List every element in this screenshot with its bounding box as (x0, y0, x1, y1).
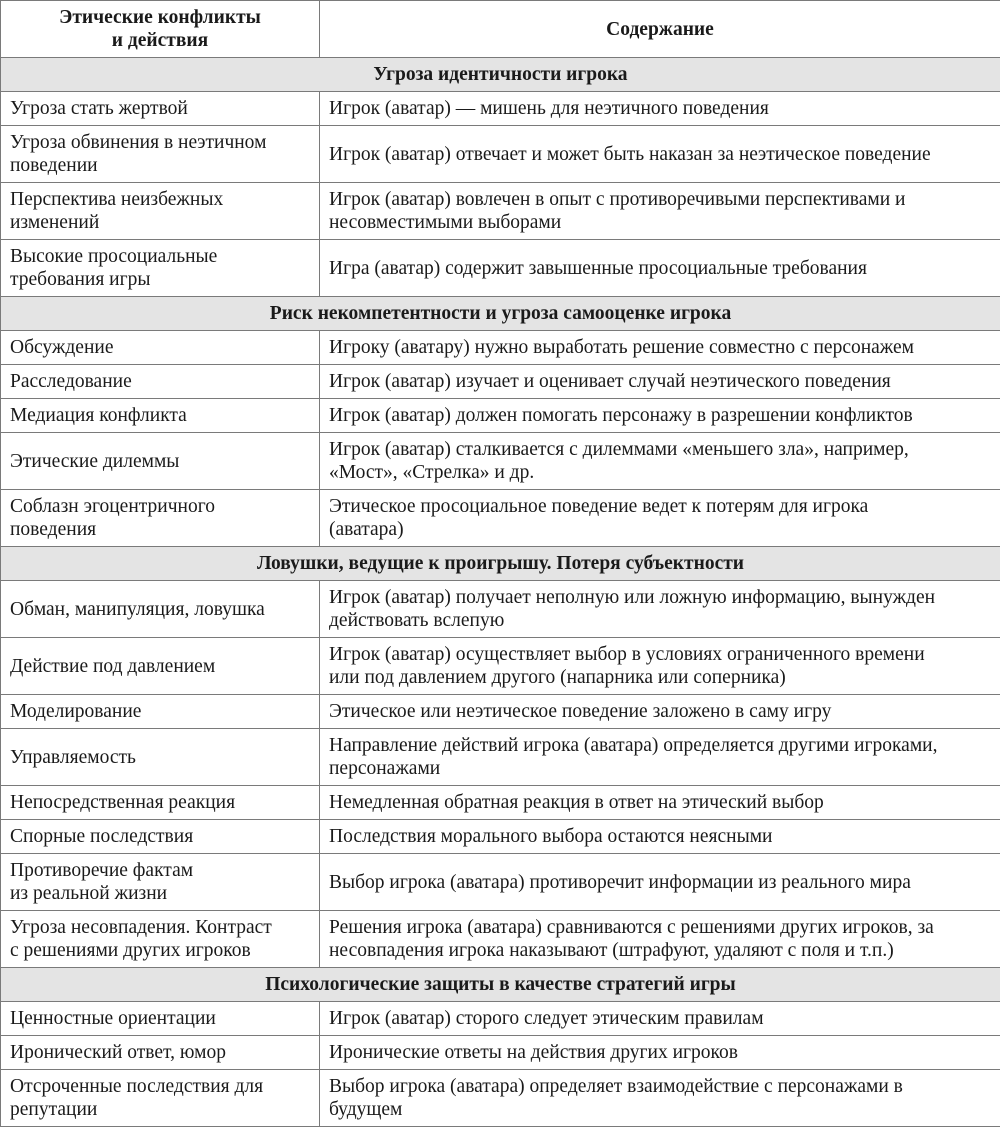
section-row: Психологические защиты в качестве страте… (1, 968, 1000, 1002)
table-row: Угроза несовпадения. Контраст с решениям… (1, 911, 1000, 968)
action-cell: Ценностные ориентации (1, 1002, 320, 1036)
action-cell: Спорные последствия (1, 820, 320, 854)
action-cell: Соблазн эгоцентричного поведения (1, 490, 320, 547)
content-cell: Игрок (аватар) — мишень для неэтичного п… (320, 92, 1000, 126)
header-content: Содержание (320, 1, 1000, 58)
content-cell: Игрок (аватар) сторого следует этическим… (320, 1002, 1000, 1036)
content-cell: Игрок (аватар) должен помогать персонажу… (320, 399, 1000, 433)
section-row: Угроза идентичности игрока (1, 58, 1000, 92)
section-title: Ловушки, ведущие к проигрышу. Потеря суб… (1, 547, 1000, 581)
action-cell: Угроза стать жертвой (1, 92, 320, 126)
header-row: Этические конфликты и действия Содержани… (1, 1, 1000, 58)
action-cell: Непосредственная реакция (1, 786, 320, 820)
action-cell: Управляемость (1, 729, 320, 786)
action-cell: Высокие просоциальные требования игры (1, 240, 320, 297)
action-cell: Обсуждение (1, 331, 320, 365)
action-cell: Перспектива неизбежных изменений (1, 183, 320, 240)
action-cell: Действие под давлением (1, 638, 320, 695)
action-cell: Угроза обвинения в неэтичном поведении (1, 126, 320, 183)
content-cell: Выбор игрока (аватара) противоречит инфо… (320, 854, 1000, 911)
content-cell: Игрок (аватар) изучает и оценивает случа… (320, 365, 1000, 399)
content-cell: Этическое просоциальное поведение ведет … (320, 490, 1000, 547)
content-cell: Немедленная обратная реакция в ответ на … (320, 786, 1000, 820)
section-row: Ловушки, ведущие к проигрышу. Потеря суб… (1, 547, 1000, 581)
section-title: Риск некомпетентности и угроза самооценк… (1, 297, 1000, 331)
action-cell: Моделирование (1, 695, 320, 729)
content-cell: Игра (аватар) содержит завышенные просоц… (320, 240, 1000, 297)
content-cell: Иронические ответы на действия других иг… (320, 1036, 1000, 1070)
section-title: Угроза идентичности игрока (1, 58, 1000, 92)
action-cell: Противоречие фактам из реальной жизни (1, 854, 320, 911)
content-cell: Этическое или неэтическое поведение зало… (320, 695, 1000, 729)
content-cell: Игрок (аватар) получает неполную или лож… (320, 581, 1000, 638)
content-cell: Последствия морального выбора остаются н… (320, 820, 1000, 854)
action-cell: Этические дилеммы (1, 433, 320, 490)
content-cell: Игрок (аватар) сталкивается с дилеммами … (320, 433, 1000, 490)
action-cell: Угроза несовпадения. Контраст с решениям… (1, 911, 320, 968)
content-cell: Игрок (аватар) отвечает и может быть нак… (320, 126, 1000, 183)
header-actions: Этические конфликты и действия (1, 1, 320, 58)
content-cell: Направление действий игрока (аватара) оп… (320, 729, 1000, 786)
action-cell: Медиация конфликта (1, 399, 320, 433)
action-cell: Иронический ответ, юмор (1, 1036, 320, 1070)
content-cell: Игрок (аватар) вовлечен в опыт с противо… (320, 183, 1000, 240)
content-cell: Игрок (аватар) осуществляет выбор в усло… (320, 638, 1000, 695)
content-cell: Игроку (аватару) нужно выработать решени… (320, 331, 1000, 365)
action-cell: Расследование (1, 365, 320, 399)
section-title: Психологические защиты в качестве страте… (1, 968, 1000, 1002)
section-row: Риск некомпетентности и угроза самооценк… (1, 297, 1000, 331)
content-cell: Решения игрока (аватара) сравниваются с … (320, 911, 1000, 968)
action-cell: Обман, манипуляция, ловушка (1, 581, 320, 638)
